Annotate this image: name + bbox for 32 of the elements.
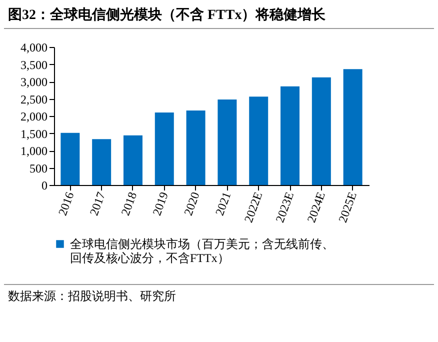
bar	[249, 96, 268, 185]
y-tick-label: 2,000	[20, 110, 48, 124]
x-tick-label: 2025E	[336, 190, 360, 224]
bar	[186, 110, 206, 185]
chart-title: 图32：全球电信侧光模块（不含 FTTx）将稳健增长	[4, 0, 434, 29]
x-tick-label: 2023E	[272, 190, 297, 224]
y-tick-label: 500	[30, 161, 48, 176]
bar	[218, 99, 237, 185]
y-tick-label: 3,000	[20, 75, 48, 89]
x-tick-label: 2019	[150, 190, 171, 218]
x-tick-label: 2020	[181, 190, 202, 218]
y-tick-label: 1,500	[20, 126, 48, 141]
bar	[123, 135, 142, 185]
x-tick-label: 2018	[118, 190, 140, 218]
x-tick-label: 2016	[55, 190, 77, 218]
y-tick-label: 4,000	[20, 40, 48, 54]
bar	[280, 86, 300, 185]
bar	[343, 69, 362, 185]
y-tick-label: 0	[42, 178, 48, 192]
x-tick-label: 2024E	[304, 190, 328, 224]
bar	[312, 77, 331, 185]
bar	[92, 139, 112, 185]
x-tick-label: 2021	[212, 190, 234, 218]
y-tick-label: 2,500	[20, 92, 48, 106]
y-tick-label: 3,500	[20, 58, 48, 72]
x-tick-label: 2017	[86, 190, 108, 218]
bar	[154, 112, 174, 185]
legend-label: 全球电信侧光模块市场（百万美元；含无线前传、回传及核心波分，不含FTTx）	[70, 237, 334, 265]
y-tick-label: 1,000	[20, 144, 48, 158]
bar	[60, 132, 80, 185]
x-tick-label: 2022E	[241, 190, 266, 224]
source-note: 数据来源：招股说明书、研究所	[4, 284, 434, 305]
